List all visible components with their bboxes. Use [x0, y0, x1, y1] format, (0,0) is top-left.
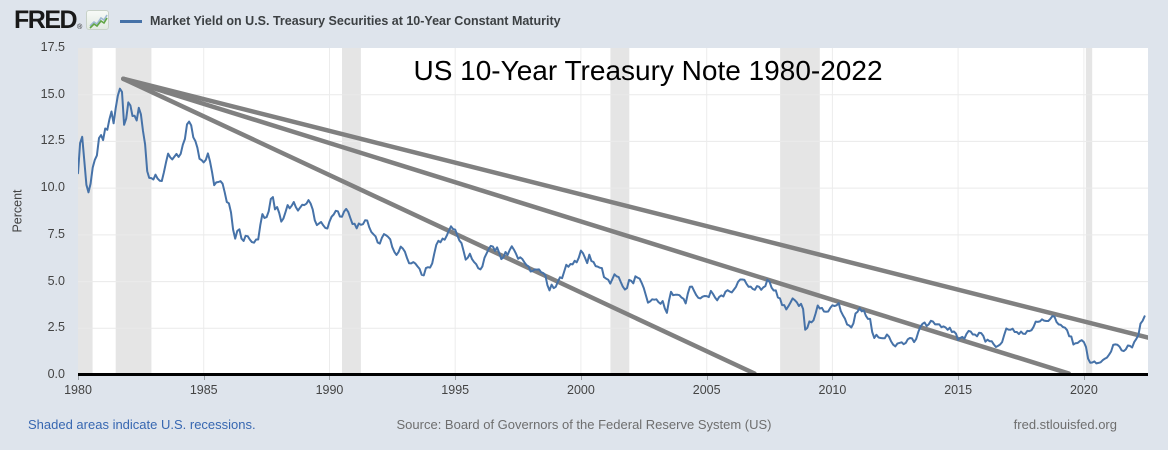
y-tick-label: 15.0 — [40, 86, 65, 101]
chart-title: US 10-Year Treasury Note 1980-2022 — [413, 55, 883, 86]
recession-band — [78, 48, 93, 375]
shallow-trendline — [121, 76, 1148, 340]
fred-logo-text: FRED — [14, 6, 78, 34]
recession-band — [780, 48, 820, 375]
recession-band — [115, 48, 152, 375]
y-tick-label: 2.5 — [47, 320, 65, 335]
x-tick-mark — [203, 376, 205, 380]
source-text: Source: Board of Governors of the Federa… — [396, 417, 772, 432]
y-axis-title: Percent — [10, 189, 25, 233]
x-tick-label: 2020 — [1069, 383, 1098, 397]
fred-logo[interactable]: FRED ® — [14, 6, 110, 34]
chart-plot-area — [78, 48, 1148, 375]
x-tick-mark — [706, 376, 708, 380]
registered-mark-icon: ® — [77, 24, 83, 31]
middle-trendline — [121, 76, 1072, 375]
x-tick-label: 1990 — [315, 383, 344, 397]
chart-canvas — [78, 48, 1148, 375]
line-chart-icon — [86, 10, 110, 30]
y-tick-label: 5.0 — [47, 273, 65, 288]
series-legend[interactable]: Market Yield on U.S. Treasury Securities… — [120, 0, 561, 42]
x-axis-line — [78, 373, 1148, 376]
x-tick-label: 1985 — [189, 383, 218, 397]
fred-site-link[interactable]: fred.stlouisfed.org — [1013, 417, 1117, 432]
legend-series-label: Market Yield on U.S. Treasury Securities… — [150, 14, 561, 28]
y-tick-label: 10.0 — [40, 180, 65, 195]
x-tick-label: 2000 — [567, 383, 595, 397]
recession-band — [1085, 48, 1093, 375]
steep-trendline — [121, 76, 757, 375]
recessions-note-link[interactable]: Shaded areas indicate U.S. recessions. — [28, 417, 256, 432]
yield-data-line — [78, 87, 1146, 365]
x-tick-mark — [580, 376, 582, 380]
recession-band — [342, 48, 361, 375]
x-tick-label: 2015 — [944, 383, 973, 397]
x-tick-label: 2010 — [818, 383, 847, 397]
y-tick-label: 17.5 — [40, 40, 65, 54]
x-tick-mark — [78, 376, 79, 380]
footer: Shaded areas indicate U.S. recessions. S… — [0, 417, 1168, 437]
x-tick-mark — [455, 376, 457, 380]
x-tick-label: 2005 — [692, 383, 721, 397]
x-tick-label: 1995 — [441, 383, 470, 397]
y-tick-label: 0.0 — [47, 367, 65, 381]
x-tick-mark — [1083, 376, 1085, 380]
y-tick-label: 12.5 — [40, 133, 65, 148]
recession-band — [610, 48, 630, 375]
x-tick-mark — [329, 376, 331, 380]
x-tick-mark — [958, 376, 960, 380]
y-tick-label: 7.5 — [47, 226, 65, 241]
header: FRED ® Market Yield on U.S. Treasury Sec… — [0, 0, 1168, 42]
legend-line-swatch — [120, 19, 142, 23]
x-tick-mark — [832, 376, 834, 380]
x-tick-label: 1980 — [64, 383, 92, 397]
